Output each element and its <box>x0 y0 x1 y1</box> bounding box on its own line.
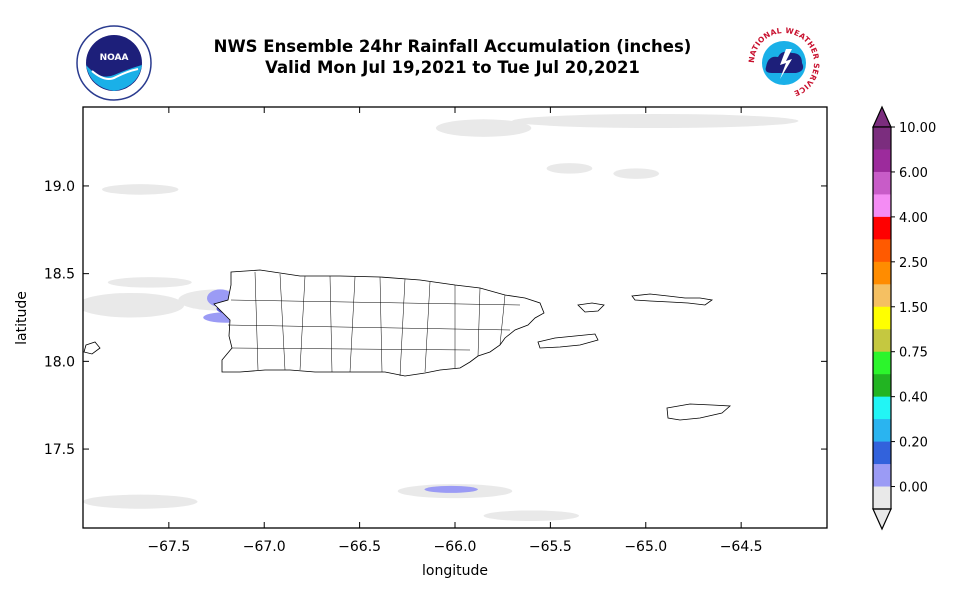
colorbar-label: 6.00 <box>899 166 928 181</box>
rain-area-light_blue <box>424 485 478 493</box>
y-tick-label: 18.5 <box>44 267 75 283</box>
title-line-2: Valid Mon Jul 19,2021 to Tue Jul 20,2021 <box>265 58 640 77</box>
colorbar-label: 0.20 <box>899 436 928 451</box>
x-tick-label: −65.0 <box>624 539 667 555</box>
colorbar-segment <box>873 441 891 465</box>
land-outlines <box>83 269 732 421</box>
colorbar-frame <box>872 126 892 510</box>
rain-area-trace <box>83 494 198 509</box>
colorbar-label: 0.75 <box>899 346 928 361</box>
x-tick-label: −66.5 <box>338 539 381 555</box>
x-axis: −67.5 −67.0 −66.5 −66.0 −65.5 −65.0 −64.5 <box>147 107 763 555</box>
y-tick-label: 19.0 <box>44 179 75 195</box>
rain-area-trace <box>435 119 532 137</box>
st-croix-outline <box>666 403 732 421</box>
noaa-logo-icon: NOAA <box>76 25 152 101</box>
colorbar-segment <box>873 261 891 285</box>
rain-area-trace <box>483 510 579 521</box>
st-thomas-outline <box>631 293 714 306</box>
y-tick-label: 18.0 <box>44 354 75 370</box>
chart-title: NWS Ensemble 24hr Rainfall Accumulation … <box>150 36 755 78</box>
rain-area-trace <box>546 163 593 174</box>
colorbar-segment <box>873 464 891 487</box>
noaa-logo-text: NOAA <box>100 53 129 63</box>
x-tick-label: −64.5 <box>720 539 763 555</box>
x-axis-label: longitude <box>422 563 488 579</box>
colorbar: 10.00 6.00 4.00 2.50 1.50 0.75 0.40 0.20 0.00 <box>872 105 936 531</box>
colorbar-segment <box>873 374 891 398</box>
x-tick-label: −67.5 <box>147 539 190 555</box>
x-tick-label: −67.0 <box>243 539 286 555</box>
nws-logo-icon: NATIONAL WEATHER SERVICE <box>747 26 821 100</box>
culebra-outline <box>577 302 605 313</box>
colorbar-segment <box>873 216 891 240</box>
rain-area-trace <box>512 114 799 129</box>
rain-area-trace <box>107 277 192 288</box>
mona-island-outline <box>83 341 101 355</box>
colorbar-extend-top <box>872 105 892 128</box>
rain-area-trace <box>83 292 185 318</box>
colorbar-label: 4.00 <box>899 211 928 226</box>
colorbar-label: 2.50 <box>899 256 928 271</box>
colorbar-segment <box>873 239 891 263</box>
vieques-outline <box>537 333 599 349</box>
colorbar-extend-bottom <box>872 508 892 531</box>
colorbar-segment <box>873 486 891 510</box>
colorbar-segment <box>873 306 891 330</box>
rain-area-trace <box>613 168 660 179</box>
colorbar-label: 1.50 <box>899 301 928 316</box>
title-line-1: NWS Ensemble 24hr Rainfall Accumulation … <box>213 37 692 56</box>
colorbar-label: 0.00 <box>899 481 928 496</box>
colorbar-segment <box>873 194 891 218</box>
colorbar-segment <box>873 171 891 195</box>
colorbar-segment <box>873 284 891 308</box>
colorbar-segment <box>873 329 891 353</box>
puerto-rico-outline <box>213 269 545 377</box>
y-tick-label: 17.5 <box>44 442 75 458</box>
x-tick-label: −66.0 <box>434 539 477 555</box>
y-axis-label: latitude <box>14 291 30 345</box>
colorbar-label: 0.40 <box>899 391 928 406</box>
colorbar-segment <box>873 127 891 150</box>
rain-area-trace <box>102 184 179 195</box>
y-axis: 17.5 18.0 18.5 19.0 <box>44 179 827 458</box>
colorbar-segment <box>873 419 891 442</box>
colorbar-label: 10.00 <box>899 121 936 136</box>
colorbar-segment <box>873 351 891 375</box>
colorbar-segment <box>873 149 891 173</box>
colorbar-segment <box>873 396 891 420</box>
x-tick-label: −65.5 <box>529 539 572 555</box>
